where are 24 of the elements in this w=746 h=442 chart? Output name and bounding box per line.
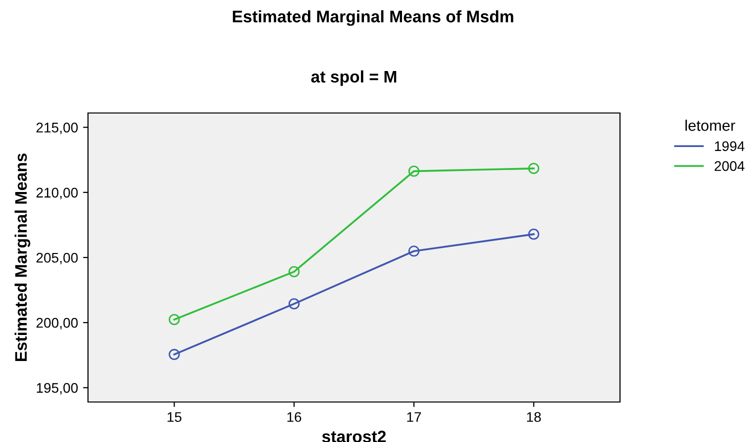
point (408, 166, 420, 177)
legend-label: 1994 (715, 141, 744, 152)
chart-subtitle: at spol = M (311, 70, 396, 86)
point (288, 266, 300, 278)
point (408, 246, 420, 257)
y-tick-label: 215,00 (36, 122, 78, 134)
point (288, 298, 300, 310)
x-tick-label: 18 (527, 412, 541, 422)
x-tick-label: 17 (407, 412, 421, 422)
point (528, 228, 540, 240)
y-tick-label: 200,00 (36, 318, 78, 330)
y-tick-label: 205,00 (36, 252, 78, 264)
point (168, 314, 180, 326)
y-tick-label: 195,00 (36, 383, 78, 394)
legend-label: 2004 (714, 161, 744, 171)
point (528, 162, 540, 174)
y-axis-title: Estimated Marginal Means (14, 154, 30, 362)
chart-title: Estimated Marginal Means of Msdm (232, 10, 514, 26)
point (168, 348, 180, 360)
y-tick-label: 210,00 (36, 188, 78, 200)
x-tick-label: 16 (287, 412, 302, 422)
x-tick-label: 15 (168, 412, 182, 422)
legend-title: letomer (686, 120, 736, 131)
x-axis-title: starost2 (322, 430, 386, 442)
